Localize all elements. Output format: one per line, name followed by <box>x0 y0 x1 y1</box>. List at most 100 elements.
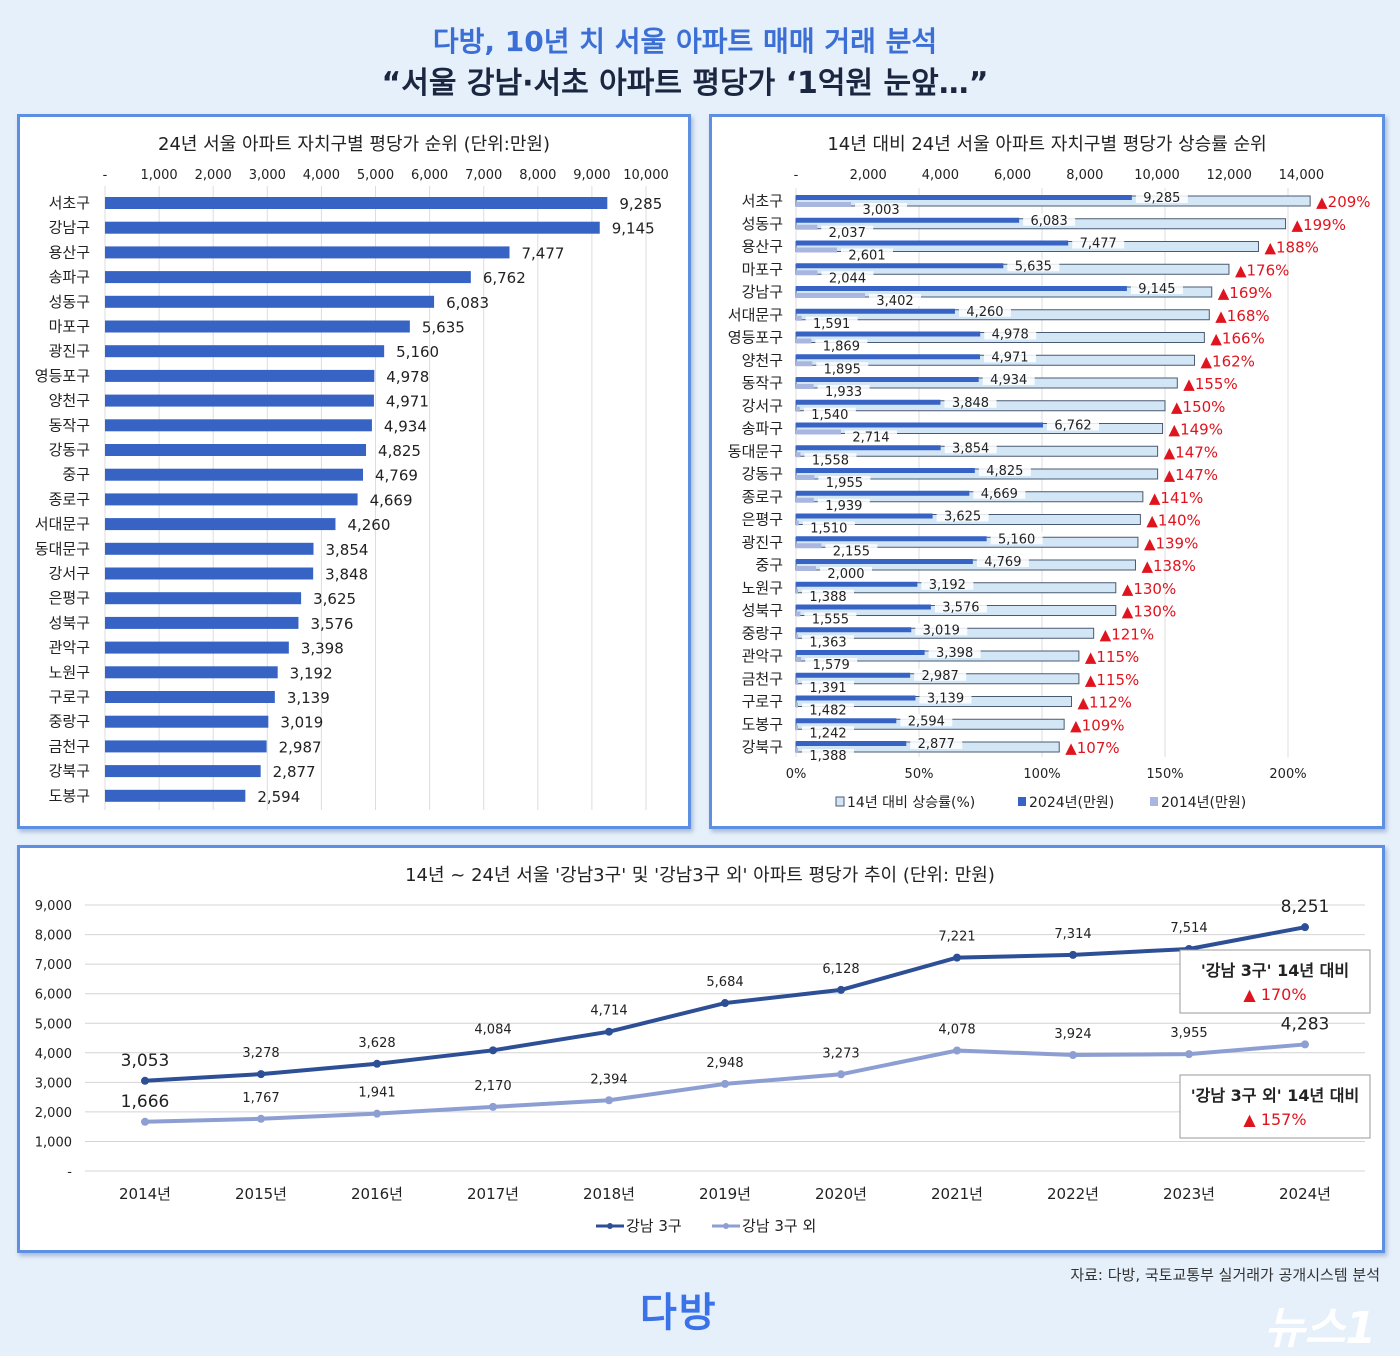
chart3-annotation-text: '강남 3구 외' 14년 대비 <box>1191 1086 1360 1105</box>
chart2-category-label: 송파구 <box>742 420 783 438</box>
chart2-rate-label: ▲140% <box>1146 512 1200 530</box>
chart2-top-tick: 14,000 <box>1279 168 1325 183</box>
chart2-2014-bar <box>796 679 798 685</box>
chart3-y-tick: 1,000 <box>35 1135 72 1150</box>
chart3-annotation-value: ▲ 157% <box>1243 1110 1306 1129</box>
chart2-2014-bar <box>796 270 818 276</box>
chart2-2014-value-label: 2,155 <box>833 544 870 559</box>
chart2-2024-value-label: 3,019 <box>923 623 960 638</box>
chart2-2024-value-label: 3,576 <box>942 601 979 616</box>
chart2-bottom-tick: 200% <box>1269 767 1306 782</box>
chart2-2024-value-label: 7,477 <box>1080 237 1117 252</box>
chart2-2014-bar <box>796 338 812 344</box>
chart2-rate-label: ▲209% <box>1316 193 1370 211</box>
chart3-data-point <box>373 1109 381 1118</box>
chart1-category-label: 강남구 <box>49 219 90 237</box>
chart1-category-label: 강북구 <box>49 762 90 780</box>
chart2-category-label: 성동구 <box>742 215 783 233</box>
chart3-x-tick: 2017년 <box>467 1185 519 1203</box>
chart2-2014-bar <box>796 657 802 662</box>
chart2-2014-bar <box>796 566 816 571</box>
chart3-data-point <box>257 1114 265 1123</box>
chart2-2024-bar <box>796 581 918 587</box>
chart2-top-tick: 12,000 <box>1206 168 1252 183</box>
chart2-rate-label: ▲141% <box>1149 489 1203 507</box>
chart2-2024-bar <box>796 286 1127 291</box>
chart2-2014-bar <box>796 634 798 640</box>
chart2-2014-label-bg <box>817 498 870 511</box>
chart3-data-point <box>953 1046 961 1055</box>
chart3-data-label: 6,128 <box>822 962 859 977</box>
chart3-title: 14년 ~ 24년 서울 '강남3구' 및 '강남3구 외' 아파트 평당가 추… <box>405 865 995 886</box>
chart3-data-point <box>1301 1040 1309 1049</box>
chart2-2024-label-bg <box>936 509 989 522</box>
chart2-2024-bar <box>796 536 987 542</box>
chart2-2014-label-bg <box>818 476 871 488</box>
chart3-data-label: 3,273 <box>822 1046 859 1061</box>
chart2-rate-label: ▲155% <box>1183 375 1237 393</box>
chart2-2024-label-bg <box>1130 282 1183 294</box>
chart2-2014-label-bg <box>844 430 897 443</box>
chart3-y-tick: - <box>67 1165 72 1180</box>
chart3-data-label: 4,084 <box>474 1022 511 1037</box>
chart1-value-label: 4,769 <box>375 467 418 485</box>
chart3-data-label: 4,283 <box>1281 1014 1330 1034</box>
chart1-bar <box>105 419 372 432</box>
chart1-value-label: 6,762 <box>483 269 526 287</box>
chart2-2024-value-label: 6,083 <box>1031 214 1068 229</box>
chart2-2024-label-bg <box>1047 418 1100 431</box>
chart2-category-label: 은평구 <box>742 511 783 529</box>
chart3-data-label: 3,924 <box>1054 1027 1091 1042</box>
chart3-data-label: 2,170 <box>474 1079 511 1094</box>
chart2-2024-bar <box>796 718 897 724</box>
chart2-2024-bar <box>796 604 931 610</box>
chart3-data-label: 2,394 <box>590 1072 627 1087</box>
chart3-data-point <box>1069 950 1077 959</box>
chart1-bar <box>105 691 275 703</box>
chart2-rate-label: ▲168% <box>1215 307 1269 325</box>
chart3-x-tick: 2024년 <box>1279 1185 1331 1203</box>
chart1-bar <box>105 715 269 728</box>
chart2-2014-bar <box>796 520 799 526</box>
chart2-category-label: 금천구 <box>742 670 783 688</box>
chart3-x-tick: 2023년 <box>1163 1185 1215 1203</box>
chart3-legend-label: 강남 3구 외 <box>742 1217 816 1235</box>
chart2-2024-value-label: 9,285 <box>1143 191 1180 206</box>
chart2-2024-value-label: 3,854 <box>952 441 989 456</box>
chart1-bar <box>105 542 314 555</box>
chart3-y-tick: 7,000 <box>35 958 72 973</box>
chart2-legend-label: 2014년(만원) <box>1161 795 1246 811</box>
chart3-data-point <box>489 1046 497 1055</box>
chart2-2024-label-bg <box>976 555 1029 567</box>
chart2-2014-label-bg <box>821 271 874 284</box>
chart2-2024-label-bg <box>983 350 1036 363</box>
chart1-category-label: 송파구 <box>49 268 90 286</box>
chart2-top-tick: 4,000 <box>922 168 959 183</box>
chart1-bar <box>105 444 367 456</box>
chart2-category-label: 광진구 <box>742 533 783 551</box>
chart3-y-tick: 8,000 <box>35 929 72 944</box>
chart2-category-label: 마포구 <box>742 260 783 278</box>
chart3-x-tick: 2018년 <box>583 1185 635 1203</box>
chart2-2014-bar <box>796 429 841 435</box>
chart1-category-label: 은평구 <box>49 589 90 607</box>
chart2-2014-label-bg <box>817 385 870 397</box>
chart2-2024-bar <box>796 559 973 564</box>
chart2-2024-value-label: 4,669 <box>981 487 1018 502</box>
chart3-data-point <box>141 1076 149 1085</box>
chart2-rate-label: ▲166% <box>1210 330 1264 348</box>
chart2-2024-bar <box>796 445 941 451</box>
chart2-2024-bar <box>796 650 925 655</box>
chart2-2024-label-bg <box>984 327 1037 340</box>
chart2-2014-value-label: 2,601 <box>848 249 885 264</box>
chart3-data-label: 7,314 <box>1054 927 1091 942</box>
chart2-2014-value-label: 1,869 <box>823 340 860 355</box>
chart3-legend-marker <box>723 1223 729 1229</box>
chart1-bar <box>105 592 302 605</box>
chart2-2014-bar <box>796 725 798 731</box>
chart2-2024-label-bg <box>928 646 981 658</box>
chart3-data-label: 3,278 <box>242 1046 279 1061</box>
chart2-2014-label-bg <box>804 612 857 625</box>
chart2-2014-bar <box>796 475 815 480</box>
